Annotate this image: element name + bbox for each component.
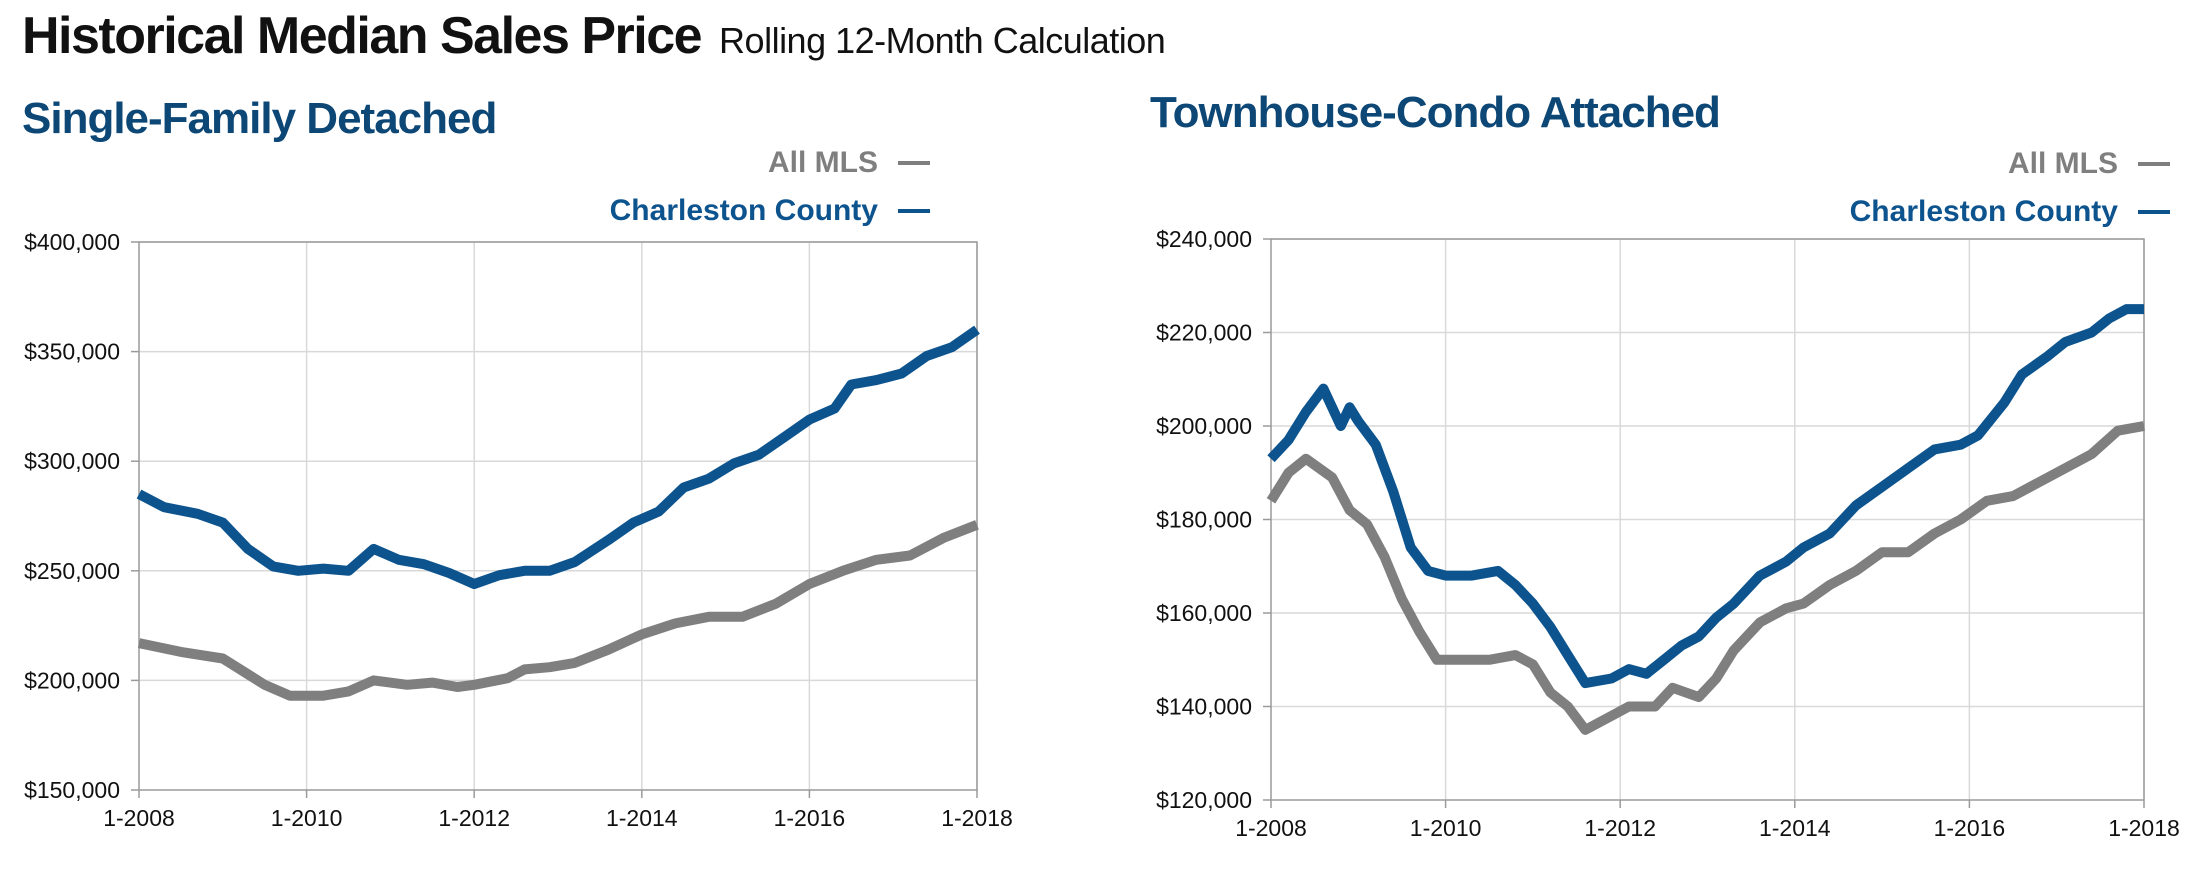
legend-item-all-mls: All MLS — [2008, 147, 2170, 181]
legend-swatch — [2138, 162, 2170, 166]
legend-swatch — [898, 209, 930, 213]
chart-panel-single-family: Single-Family Detached All MLS Charlesto… — [22, 94, 1013, 831]
x-tick-label: 1-2018 — [941, 805, 1013, 831]
legend-label: All MLS — [768, 146, 878, 179]
legend-item-all-mls: All MLS — [768, 146, 930, 180]
y-tick-label: $220,000 — [1156, 320, 1252, 346]
x-tick-label: 1-2012 — [1584, 815, 1656, 841]
legend-swatch — [898, 161, 930, 165]
x-tick-label: 1-2012 — [438, 805, 510, 831]
legend-label: All MLS — [2008, 147, 2118, 180]
x-tick-label: 1-2008 — [1235, 815, 1307, 841]
x-tick-label: 1-2018 — [2108, 815, 2180, 841]
y-tick-label: $200,000 — [24, 667, 120, 693]
legend-item-charleston-county: Charleston County — [1850, 195, 2170, 229]
plot-area-frame — [138, 241, 978, 791]
x-tick-label: 1-2014 — [606, 805, 678, 831]
legend-label: Charleston County — [1849, 195, 2118, 228]
y-tick-label: $350,000 — [24, 339, 120, 365]
x-tick-label: 1-2016 — [774, 805, 846, 831]
y-tick-label: $180,000 — [1156, 507, 1252, 533]
series-line-all-mls — [137, 520, 979, 701]
y-tick-label: $150,000 — [24, 777, 120, 803]
y-tick-label: $240,000 — [1156, 226, 1252, 252]
x-tick-label: 1-2008 — [103, 805, 175, 831]
legend-item-charleston-county: Charleston County — [610, 194, 930, 228]
x-tick-label: 1-2010 — [1410, 815, 1482, 841]
legend-label: Charleston County — [609, 194, 878, 227]
page-title: Historical Median Sales Price — [22, 7, 703, 65]
y-tick-label: $160,000 — [1156, 600, 1252, 626]
page-subtitle: Rolling 12-Month Calculation — [719, 20, 1166, 61]
y-tick-label: $200,000 — [1156, 413, 1252, 439]
chart-title: Townhouse-Condo Attached — [1150, 88, 1721, 137]
y-tick-label: $120,000 — [1156, 787, 1252, 813]
line-chart-townhouse-condo: $120,000 $140,000 $160,000 $180,000 $200,000… — [1156, 226, 2180, 841]
legend-swatch — [2138, 210, 2170, 214]
x-tick-label: 1-2010 — [271, 805, 343, 831]
x-tick-label: 1-2014 — [1759, 815, 1831, 841]
line-chart-single-family: $150,000 $200,000 $250,000 $300,000 $350,000… — [24, 229, 1013, 831]
x-tick-label: 1-2016 — [1934, 815, 2006, 841]
series-line-all-mls — [1266, 421, 2145, 735]
chart-panel-townhouse-condo: Townhouse-Condo Attached All MLS Charles… — [1100, 0, 2185, 895]
plot-area-frame — [1270, 238, 2145, 801]
page-header: Historical Median Sales Price Rolling 12-… — [22, 6, 1166, 66]
y-tick-label: $250,000 — [24, 558, 120, 584]
chart-title: Single-Family Detached — [22, 94, 497, 143]
series-line-charleston-county — [1267, 304, 2144, 689]
series-line-charleston-county — [136, 325, 980, 589]
y-tick-label: $400,000 — [24, 229, 120, 255]
y-tick-label: $140,000 — [1156, 694, 1252, 720]
y-tick-label: $300,000 — [24, 448, 120, 474]
